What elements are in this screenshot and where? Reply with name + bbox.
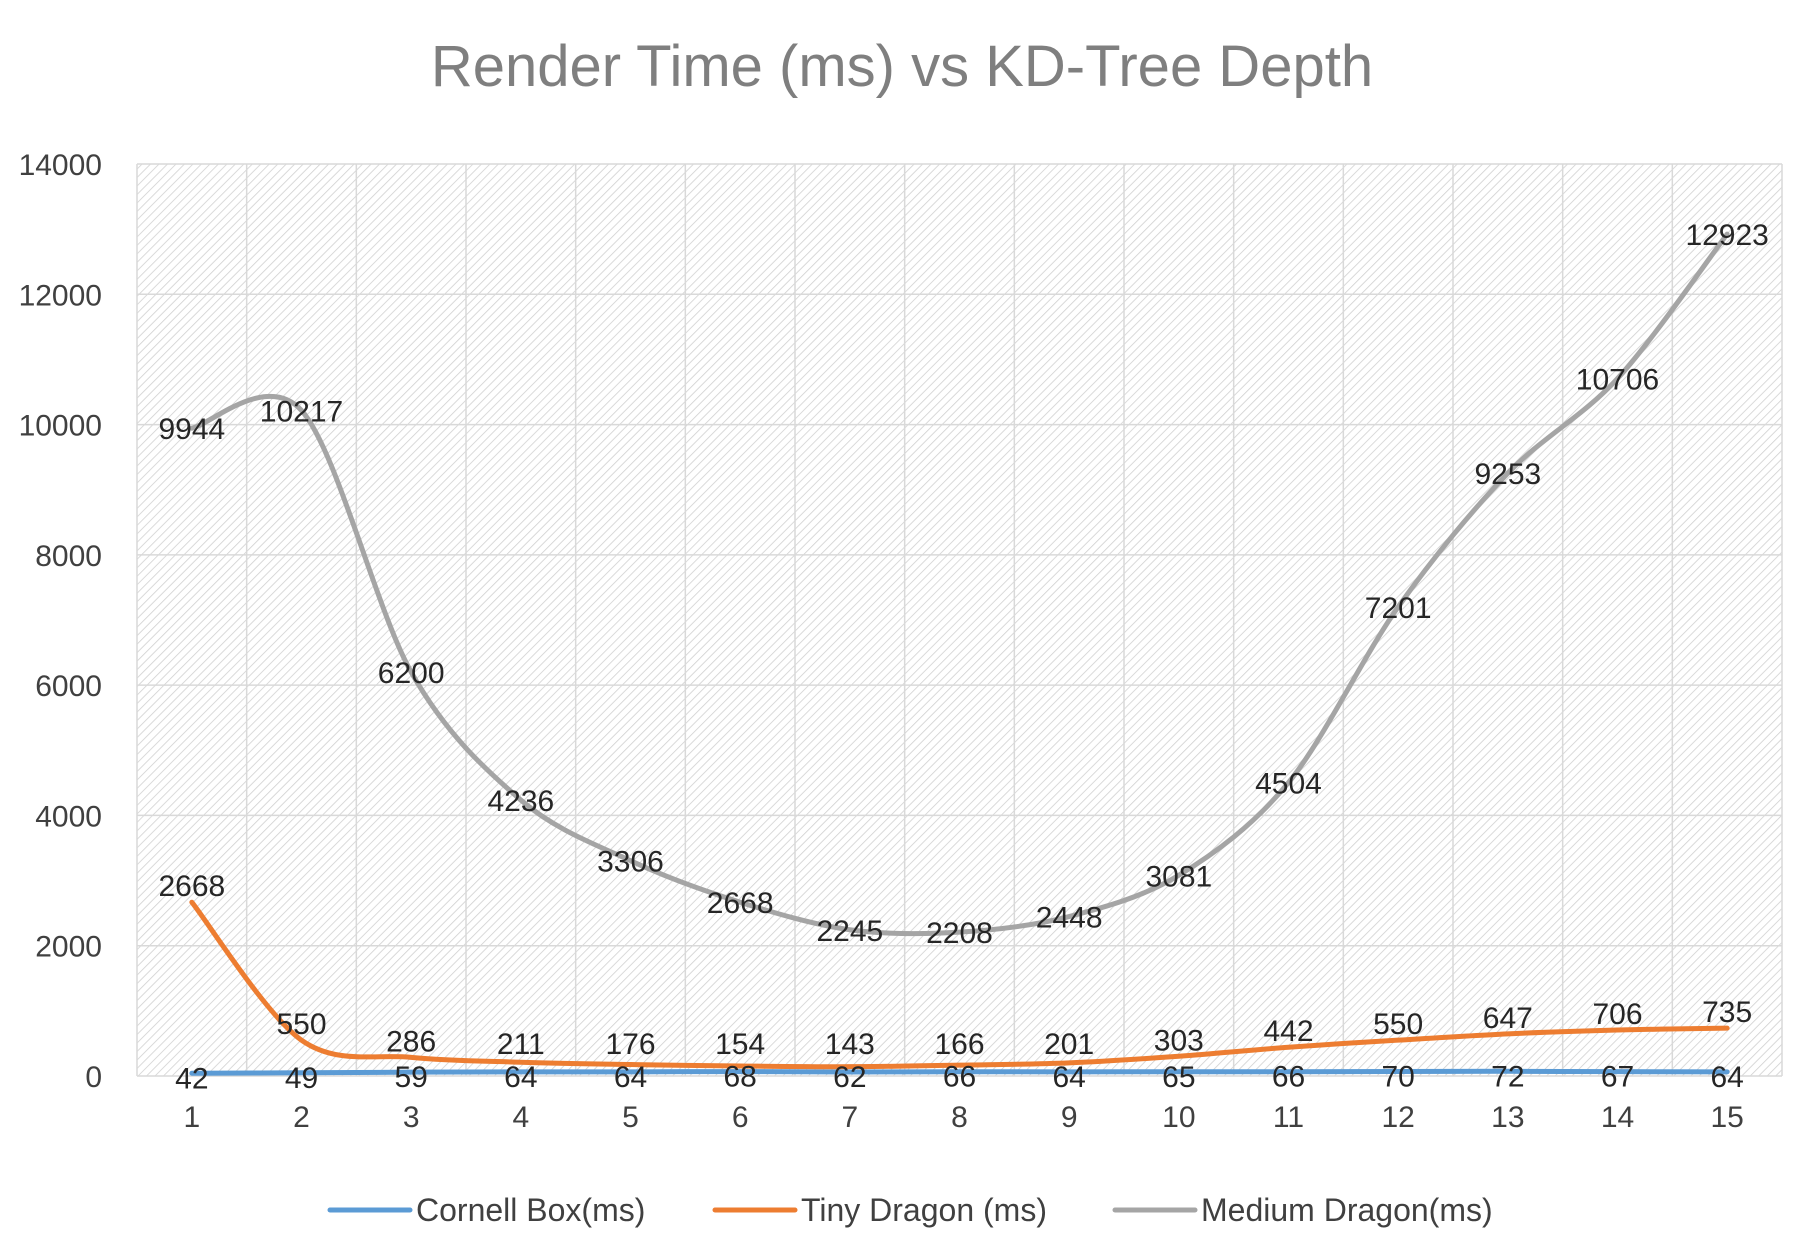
series-cornell-box-line (189, 1068, 1730, 1076)
legend: Cornell Box(ms) Tiny Dragon (ms) Medium Dr… (327, 1192, 1493, 1228)
y-tick-label: 8000 (35, 540, 102, 573)
series-medium-dragon-data-label: 2208 (926, 917, 993, 950)
series-tiny-dragon-data-label: 735 (1702, 996, 1752, 1029)
series-cornell-box-data-label: 42 (175, 1062, 208, 1095)
series-medium-dragon-data-label: 4504 (1255, 768, 1322, 801)
x-tick-label: 10 (1162, 1101, 1195, 1134)
x-tick-label: 13 (1491, 1101, 1524, 1134)
series-lines (189, 231, 1730, 1076)
series-tiny-dragon-data-label: 211 (497, 1028, 545, 1061)
series-cornell-box-data-label: 64 (504, 1061, 537, 1094)
series-cornell-box-data-label: 70 (1381, 1060, 1414, 1093)
y-tick-label: 0 (85, 1061, 102, 1094)
series-cornell-box-legend-label: Cornell Box(ms) (416, 1192, 645, 1228)
series-cornell-box-data-label: 62 (833, 1061, 866, 1094)
series-tiny-dragon-data-label: 647 (1483, 1002, 1533, 1035)
series-cornell-box-data-label: 66 (943, 1061, 976, 1094)
x-tick-label: 15 (1710, 1101, 1743, 1134)
series-medium-dragon-data-label: 3081 (1145, 860, 1212, 893)
series-cornell-box-data-label: 67 (1601, 1061, 1634, 1094)
series-tiny-dragon-data-label: 154 (715, 1028, 765, 1061)
series-cornell-box-data-label: 49 (285, 1062, 318, 1095)
series-medium-dragon-line (189, 231, 1730, 937)
series-cornell-box-data-label: 72 (1491, 1060, 1524, 1093)
x-tick-label: 2 (293, 1101, 310, 1134)
series-medium-dragon-data-label: 12923 (1685, 219, 1768, 252)
series-medium-dragon-data-label: 2448 (1036, 902, 1103, 935)
series-tiny-dragon-data-label: 706 (1592, 998, 1642, 1031)
x-tick-label: 4 (512, 1101, 529, 1134)
series-medium-dragon-data-label: 2245 (816, 915, 883, 948)
series-medium-dragon-data-label: 6200 (378, 657, 445, 690)
x-tick-label: 3 (403, 1101, 420, 1134)
x-tick-label: 9 (1061, 1101, 1078, 1134)
series-medium-dragon-data-label: 10217 (260, 395, 343, 428)
series-medium-dragon-data-label: 4236 (487, 785, 554, 818)
gridlines (136, 163, 1783, 1077)
series-tiny-dragon-data-label: 286 (386, 1025, 436, 1058)
x-tick-label: 1 (183, 1101, 200, 1134)
series-tiny-dragon-data-label: 176 (605, 1028, 655, 1061)
series-cornell-box-data-label: 64 (1710, 1061, 1743, 1094)
y-tick-label: 14000 (19, 149, 102, 182)
x-tick-label: 6 (732, 1101, 749, 1134)
series-tiny-dragon-line (189, 899, 1730, 1070)
x-tick-label: 5 (622, 1101, 639, 1134)
series-tiny-dragon-data-label: 550 (276, 1008, 326, 1041)
series-medium-dragon-data-label: 3306 (597, 846, 664, 879)
series-tiny-dragon-data-label: 201 (1044, 1028, 1094, 1061)
series-cornell-box-data-label: 65 (1162, 1061, 1195, 1094)
series-tiny-dragon-data-label: 303 (1154, 1024, 1204, 1057)
series-cornell-box-data-label: 64 (1052, 1061, 1085, 1094)
x-tick-label: 12 (1381, 1101, 1414, 1134)
plot-area (137, 164, 1782, 1076)
series-medium-dragon-data-label: 2668 (707, 887, 774, 920)
series-tiny-dragon-data-label: 2668 (158, 870, 225, 903)
series-tiny-dragon-data-label: 550 (1373, 1008, 1423, 1041)
y-tick-label: 4000 (35, 800, 102, 833)
data-labels: 42 49 59 64 64 68 62 66 64 65 66 70 72 67 64 2668 550 286… (158, 219, 1768, 1095)
x-tick-label: 14 (1601, 1101, 1634, 1134)
series-medium-dragon-data-label: 10706 (1576, 364, 1659, 397)
series-cornell-box-data-label: 64 (614, 1061, 647, 1094)
series-tiny-dragon-data-label: 166 (934, 1028, 984, 1061)
chart-title: Render Time (ms) vs KD-Tree Depth (431, 34, 1373, 99)
series-cornell-box-data-label: 66 (1272, 1061, 1305, 1094)
series-medium-dragon-legend-label: Medium Dragon(ms) (1201, 1192, 1493, 1228)
y-tick-label: 12000 (19, 279, 102, 312)
x-tick-label: 11 (1273, 1101, 1304, 1134)
x-tick-label: 8 (951, 1101, 968, 1134)
series-tiny-dragon-data-label: 442 (1263, 1015, 1313, 1048)
y-tick-label: 6000 (35, 670, 102, 703)
series-medium-dragon-data-label: 9253 (1474, 458, 1541, 491)
series-tiny-dragon-legend-label: Tiny Dragon (ms) (801, 1192, 1047, 1228)
y-tick-label: 10000 (19, 410, 102, 443)
series-cornell-box-data-label: 59 (394, 1061, 427, 1094)
series-medium-dragon-data-label: 7201 (1365, 592, 1432, 625)
series-cornell-box-data-label: 68 (723, 1061, 756, 1094)
series-medium-dragon-data-label: 9944 (158, 413, 225, 446)
y-tick-label: 2000 (35, 931, 102, 964)
x-tick-label: 7 (841, 1101, 858, 1134)
series-tiny-dragon-data-label: 143 (825, 1028, 875, 1061)
